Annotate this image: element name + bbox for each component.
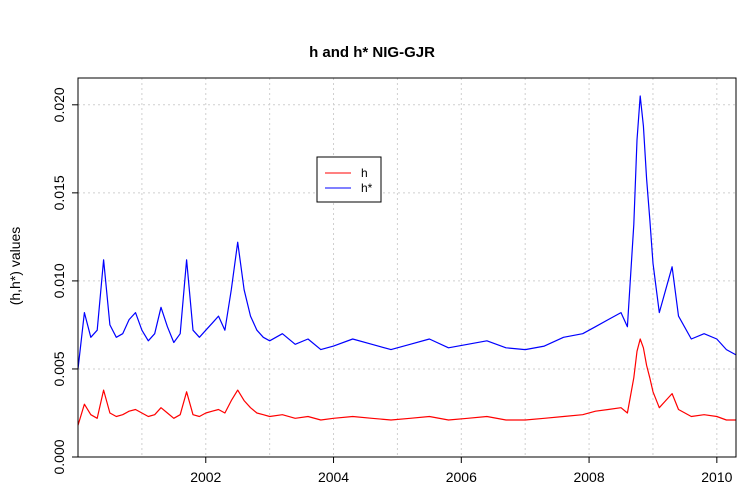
- legend-label-h: h: [361, 166, 368, 180]
- x-tick-label: 2006: [446, 469, 477, 485]
- x-tick-label: 2004: [318, 469, 349, 485]
- y-tick-label: 0.000: [51, 439, 67, 474]
- y-tick-label: 0.015: [51, 175, 67, 210]
- x-tick-label: 2010: [701, 469, 732, 485]
- series-line-h: [77, 338, 736, 426]
- x-axis: 2002 2004 2006 2008 2010: [190, 457, 733, 485]
- y-tick-label: 0.020: [51, 87, 67, 122]
- y-axis-label: (h,h*) values: [7, 227, 23, 306]
- legend-box: [316, 156, 382, 203]
- x-tick-label: 2002: [190, 469, 221, 485]
- series-line-hstar: [77, 95, 737, 370]
- x-tick-label: 2008: [573, 469, 604, 485]
- y-axis: 0.000 0.005 0.010 0.015 0.020: [51, 87, 78, 475]
- legend: h h*: [316, 156, 382, 203]
- y-tick-label: 0.010: [51, 263, 67, 298]
- legend-label-hstar: h*: [361, 181, 373, 195]
- plot-frame: [77, 77, 737, 458]
- chart-title: h and h* NIG-GJR: [309, 44, 435, 61]
- grid-layer: [78, 78, 736, 458]
- series-layer: [77, 95, 737, 426]
- y-tick-label: 0.005: [51, 351, 67, 386]
